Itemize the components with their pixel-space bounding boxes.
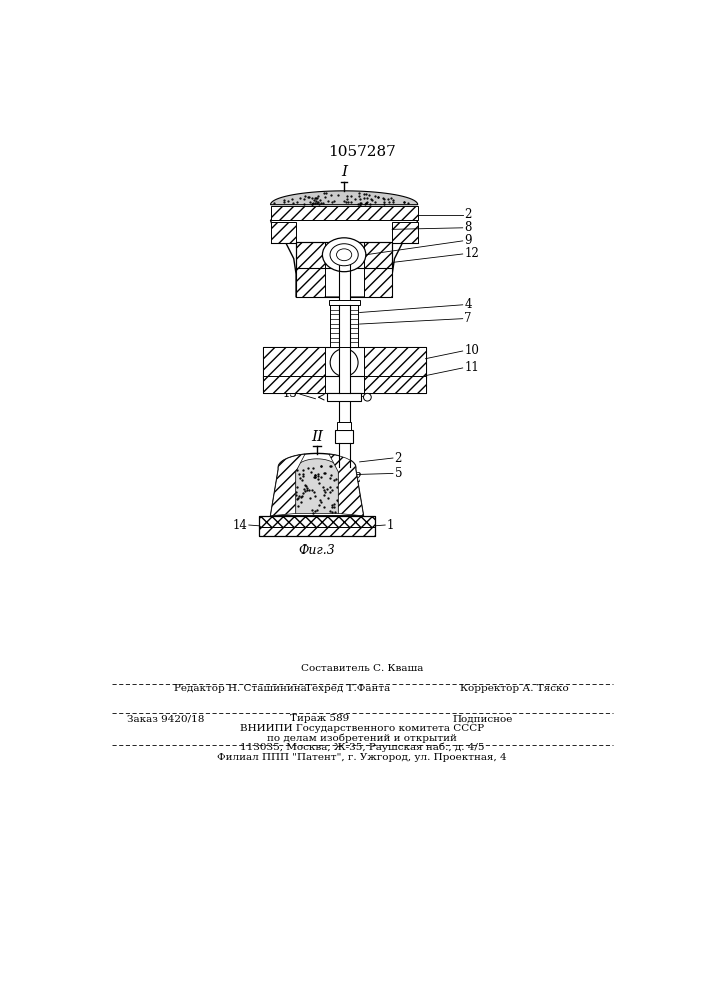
Text: Тираж 589: Тираж 589 bbox=[290, 714, 349, 723]
Bar bbox=[263, 376, 325, 393]
Text: 113035, Москва, Ж-35, Раушская наб., д. 4/5: 113035, Москва, Ж-35, Раушская наб., д. … bbox=[240, 743, 484, 752]
Bar bbox=[263, 347, 426, 378]
Text: 11: 11 bbox=[464, 361, 479, 374]
Polygon shape bbox=[271, 220, 418, 297]
Polygon shape bbox=[271, 191, 418, 205]
Circle shape bbox=[363, 393, 371, 401]
Bar bbox=[259, 516, 375, 527]
Bar bbox=[271, 206, 418, 220]
Bar bbox=[259, 527, 375, 536]
Bar bbox=[339, 393, 349, 443]
Text: 7: 7 bbox=[464, 312, 472, 325]
Ellipse shape bbox=[337, 249, 351, 261]
Bar bbox=[337, 422, 351, 430]
Text: 4: 4 bbox=[464, 298, 472, 311]
Bar bbox=[363, 268, 392, 297]
Text: 10: 10 bbox=[464, 344, 479, 358]
Text: Фиг.2: Фиг.2 bbox=[326, 472, 363, 485]
Text: 1057287: 1057287 bbox=[328, 145, 396, 159]
Bar bbox=[339, 305, 349, 347]
Text: Филиал ППП "Патент", г. Ужгород, ул. Проектная, 4: Филиал ППП "Патент", г. Ужгород, ул. Про… bbox=[217, 753, 507, 762]
Text: 9: 9 bbox=[464, 234, 472, 247]
Bar bbox=[327, 393, 361, 401]
Bar bbox=[335, 430, 354, 443]
Bar bbox=[392, 222, 418, 243]
Text: 13: 13 bbox=[283, 387, 298, 400]
Bar bbox=[339, 262, 349, 305]
Text: 3: 3 bbox=[358, 387, 366, 400]
Bar bbox=[296, 242, 325, 268]
Bar bbox=[259, 516, 375, 536]
Polygon shape bbox=[271, 454, 305, 516]
Text: Подписное: Подписное bbox=[452, 714, 513, 723]
Bar bbox=[263, 347, 325, 378]
Text: 5: 5 bbox=[395, 467, 402, 480]
Text: 1: 1 bbox=[387, 519, 394, 532]
Text: 8: 8 bbox=[464, 221, 472, 234]
Polygon shape bbox=[271, 453, 363, 516]
Ellipse shape bbox=[322, 238, 366, 272]
Text: I: I bbox=[341, 165, 347, 179]
Polygon shape bbox=[329, 454, 363, 516]
Text: 2: 2 bbox=[464, 208, 472, 221]
Text: Составитель С. Кваша: Составитель С. Кваша bbox=[300, 664, 423, 673]
Text: 14: 14 bbox=[233, 519, 247, 532]
Bar bbox=[271, 222, 296, 243]
Ellipse shape bbox=[330, 244, 358, 266]
Text: Редактор Н. Сташинина: Редактор Н. Сташинина bbox=[174, 684, 306, 693]
Bar bbox=[339, 443, 349, 466]
Text: Техред Т.Фанта: Техред Т.Фанта bbox=[305, 684, 391, 693]
Bar bbox=[296, 268, 325, 297]
Text: Корректор А. Тяско: Корректор А. Тяско bbox=[460, 684, 569, 693]
Bar bbox=[296, 242, 392, 268]
Bar bbox=[363, 242, 392, 268]
Bar bbox=[329, 300, 360, 305]
Bar bbox=[339, 347, 349, 393]
Text: 12: 12 bbox=[464, 247, 479, 260]
Bar bbox=[263, 376, 426, 393]
Text: по делам изобретений и открытий: по делам изобретений и открытий bbox=[267, 734, 457, 743]
Text: Заказ 9420/18: Заказ 9420/18 bbox=[127, 714, 204, 723]
Bar bbox=[363, 376, 426, 393]
Polygon shape bbox=[296, 459, 339, 513]
Bar bbox=[330, 305, 358, 347]
Text: Фиг.3: Фиг.3 bbox=[298, 544, 335, 556]
Text: ВНИИПИ Государственного комитета СССР: ВНИИПИ Государственного комитета СССР bbox=[240, 724, 484, 733]
Text: II: II bbox=[311, 430, 323, 444]
Text: 2: 2 bbox=[395, 452, 402, 465]
Circle shape bbox=[330, 349, 358, 376]
Bar bbox=[363, 347, 426, 378]
Bar bbox=[296, 242, 392, 297]
